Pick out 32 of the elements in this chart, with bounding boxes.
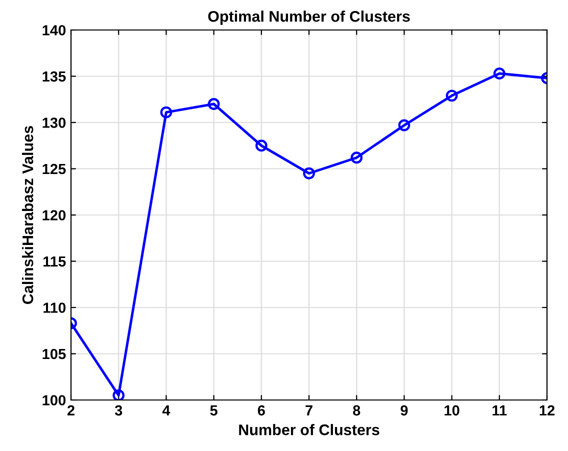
x-tick-label: 4 [162, 405, 170, 416]
y-tick-label: 130 [42, 118, 66, 128]
chart-title: Optimal Number of Clusters [208, 10, 410, 25]
point [303, 167, 315, 180]
y-tick-label: 115 [44, 256, 66, 267]
y-axis-title: CalinskiHarabasz Values [22, 126, 34, 304]
point [350, 152, 363, 164]
x-tick-label: 2 [67, 405, 74, 416]
x-tick-label: 5 [210, 405, 218, 416]
x-tick-label: 7 [306, 405, 312, 416]
y-tick-label: 100 [42, 395, 66, 406]
x-tick-label: 9 [400, 405, 408, 416]
x-tick-label: 11 [492, 405, 507, 416]
point [112, 389, 125, 400]
x-axis-title: Number of Clusters [239, 424, 380, 436]
x-tick-label: 6 [258, 405, 265, 416]
x-tick-label: 10 [444, 405, 460, 416]
y-tick-label: 120 [42, 210, 66, 220]
x-tick-label: 12 [540, 405, 555, 416]
point [255, 140, 268, 152]
point [446, 90, 458, 102]
point [398, 119, 410, 132]
y-tick-label: 110 [44, 302, 66, 313]
y-tick-label: 105 [42, 348, 66, 360]
point [493, 68, 506, 80]
x-tick-label: 8 [353, 405, 360, 416]
y-tick-label: 140 [42, 25, 66, 36]
y-tick-label: 125 [42, 164, 66, 174]
y-tick-label: 135 [42, 71, 66, 82]
point [208, 98, 220, 110]
point [160, 106, 172, 118]
x-tick-label: 3 [114, 405, 122, 416]
